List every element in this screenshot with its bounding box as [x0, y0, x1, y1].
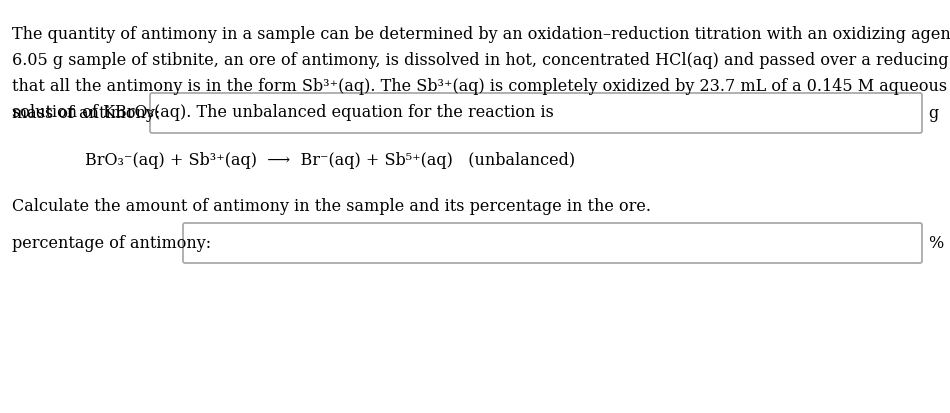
Text: Calculate the amount of antimony in the sample and its percentage in the ore.: Calculate the amount of antimony in the …: [12, 198, 651, 215]
Text: percentage of antimony:: percentage of antimony:: [12, 235, 211, 252]
FancyBboxPatch shape: [150, 93, 922, 133]
Text: solution of KBrO₃(aq). The unbalanced equation for the reaction is: solution of KBrO₃(aq). The unbalanced eq…: [12, 104, 554, 121]
Text: g: g: [928, 104, 939, 121]
Text: %: %: [928, 235, 943, 252]
Text: that all the antimony is in the form Sb³⁺(aq). The Sb³⁺(aq) is completely oxidiz: that all the antimony is in the form Sb³…: [12, 78, 947, 95]
Text: mass of antimony:: mass of antimony:: [12, 104, 161, 121]
Text: 6.05 g sample of stibnite, an ore of antimony, is dissolved in hot, concentrated: 6.05 g sample of stibnite, an ore of ant…: [12, 52, 950, 69]
Text: BrO₃⁻(aq) + Sb³⁺(aq)  ⟶  Br⁻(aq) + Sb⁵⁺(aq)   (unbalanced): BrO₃⁻(aq) + Sb³⁺(aq) ⟶ Br⁻(aq) + Sb⁵⁺(aq…: [85, 152, 575, 169]
FancyBboxPatch shape: [183, 223, 922, 263]
Text: The quantity of antimony in a sample can be determined by an oxidation–reduction: The quantity of antimony in a sample can…: [12, 26, 950, 43]
